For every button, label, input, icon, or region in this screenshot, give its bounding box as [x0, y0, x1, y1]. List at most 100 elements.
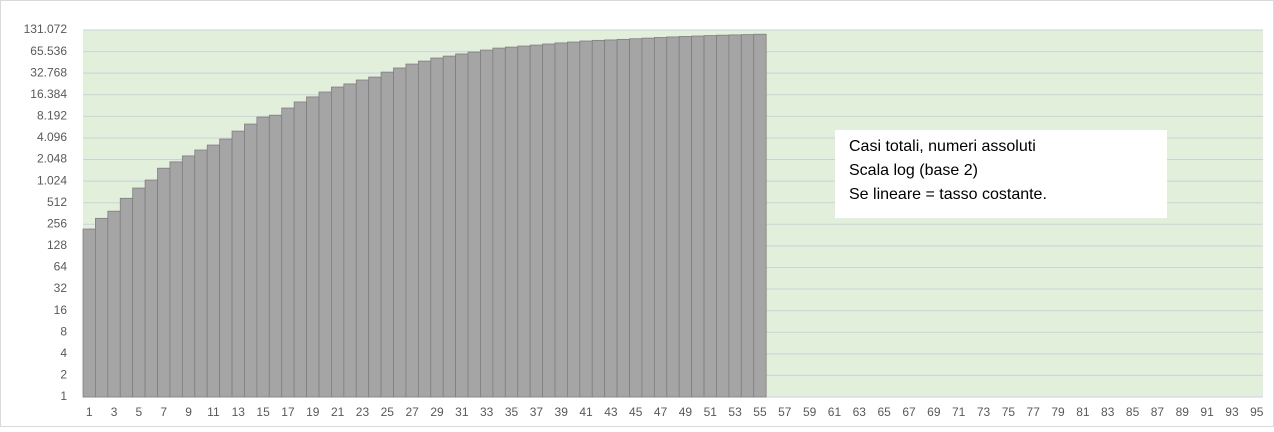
x-tick-label: 91: [1200, 405, 1214, 419]
x-tick-label: 53: [728, 405, 742, 419]
bar: [716, 34, 730, 398]
y-tick-label: 8: [60, 324, 67, 338]
bar: [703, 35, 717, 398]
bar: [169, 161, 183, 398]
bar: [144, 179, 158, 398]
bar: [529, 44, 543, 398]
bar: [591, 39, 606, 398]
annotation-text: Scala log (base 2): [849, 162, 978, 179]
bar: [653, 37, 668, 398]
x-tick-label: 69: [927, 405, 941, 419]
x-tick-label: 35: [505, 405, 519, 419]
x-tick-label: 81: [1076, 405, 1090, 419]
x-tick-label: 93: [1225, 405, 1239, 419]
x-tick-label: 25: [381, 405, 395, 419]
bar: [604, 39, 618, 398]
bar: [554, 42, 568, 398]
y-tick-label: 1: [60, 389, 67, 403]
x-tick-label: 33: [480, 405, 494, 419]
y-tick-label: 1.024: [37, 173, 67, 187]
y-tick-label: 2: [60, 368, 67, 382]
bar: [244, 123, 258, 398]
bar: [194, 149, 208, 398]
x-tick-label: 5: [136, 405, 143, 419]
y-tick-label: 2.048: [37, 152, 67, 166]
bar: [393, 67, 407, 398]
bar: [728, 34, 742, 398]
bar: [343, 83, 357, 398]
bar: [467, 51, 481, 398]
x-tick-label: 17: [281, 405, 295, 419]
x-tick-label: 9: [185, 405, 192, 419]
bar: [641, 37, 655, 398]
bar: [740, 34, 755, 398]
x-tick-label: 63: [853, 405, 867, 419]
x-tick-label: 29: [430, 405, 444, 419]
bar: [504, 46, 519, 398]
x-tick-label: 45: [629, 405, 643, 419]
x-tick-label: 31: [455, 405, 469, 419]
x-tick-label: 43: [604, 405, 618, 419]
y-tick-label: 64: [54, 260, 68, 274]
x-tick-label: 77: [1027, 405, 1041, 419]
bar: [691, 35, 705, 398]
bar: [355, 79, 370, 398]
x-tick-label: 3: [111, 405, 118, 419]
bar: [517, 45, 531, 398]
bar: [256, 116, 270, 398]
bar: [417, 60, 432, 398]
bar: [542, 43, 556, 398]
bar: [567, 41, 581, 398]
x-tick-label: 41: [579, 405, 593, 419]
x-tick-label: 11: [207, 405, 220, 419]
y-tick-label: 32: [54, 281, 68, 295]
x-tick-label: 85: [1126, 405, 1140, 419]
annotation-text: Se lineare = tasso costante.: [849, 186, 1047, 203]
bar: [306, 96, 320, 398]
x-tick-label: 65: [877, 405, 891, 419]
bar: [132, 187, 146, 398]
bar: [82, 228, 96, 398]
x-tick-label: 71: [952, 405, 966, 419]
bar: [368, 76, 382, 398]
x-tick-label: 47: [654, 405, 668, 419]
x-tick-label: 67: [902, 405, 916, 419]
bar: [318, 91, 332, 398]
y-tick-label: 16: [54, 303, 68, 317]
bar: [268, 114, 283, 398]
y-tick-label: 4.096: [37, 130, 67, 144]
y-tick-label: 512: [47, 195, 67, 209]
bar: [480, 49, 494, 398]
bar: [616, 38, 630, 398]
x-tick-label: 51: [704, 405, 718, 419]
x-tick-label: 19: [306, 405, 320, 419]
x-tick-label: 39: [555, 405, 569, 419]
x-tick-label: 79: [1051, 405, 1065, 419]
bar: [405, 63, 419, 398]
bar: [331, 86, 345, 398]
bar: [231, 130, 245, 398]
bar: [95, 217, 109, 398]
x-tick-label: 61: [828, 405, 842, 419]
y-tick-label: 32.768: [30, 65, 67, 79]
x-tick-label: 23: [356, 405, 370, 419]
bar: [579, 40, 593, 398]
bar: [455, 53, 469, 398]
bar: [107, 210, 121, 398]
y-tick-label: 16.384: [30, 87, 67, 101]
bar: [281, 107, 295, 398]
x-tick-label: 15: [256, 405, 270, 419]
bar: [219, 138, 233, 398]
x-tick-label: 21: [331, 405, 345, 419]
x-tick-label: 73: [977, 405, 991, 419]
y-tick-label: 131.072: [24, 22, 68, 36]
x-tick-label: 83: [1101, 405, 1115, 419]
x-tick-label: 1: [86, 405, 93, 419]
bar: [430, 57, 444, 398]
bar: [666, 36, 680, 398]
x-tick-label: 57: [778, 405, 792, 419]
x-tick-label: 49: [679, 405, 693, 419]
bar: [119, 197, 134, 398]
y-tick-label: 128: [47, 238, 67, 252]
x-tick-label: 75: [1002, 405, 1016, 419]
